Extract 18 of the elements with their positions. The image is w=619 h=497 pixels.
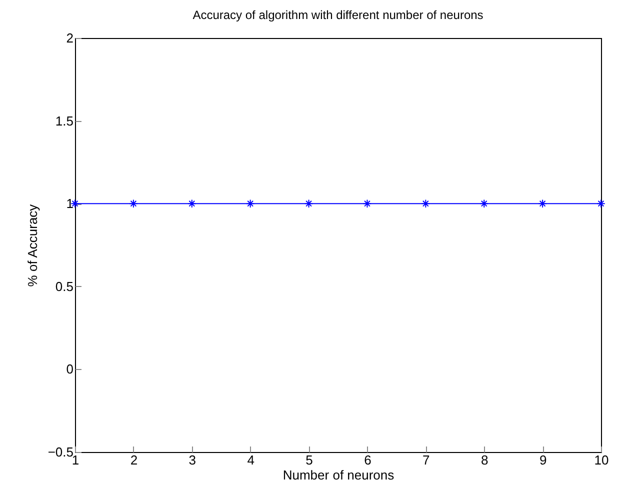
- y-axis-title: % of Accuracy: [24, 204, 40, 287]
- x-tick-label: 7: [422, 452, 430, 468]
- x-tick-label: 9: [539, 452, 547, 468]
- y-tick-label: −0.5: [48, 444, 74, 460]
- x-tick-label: 4: [247, 452, 254, 468]
- x-tick-label: 5: [306, 452, 313, 468]
- y-tick-label: 2: [66, 30, 74, 46]
- y-tick-label: 0.5: [55, 278, 74, 294]
- x-tick-label: 2: [130, 452, 138, 468]
- chart-title: Accuracy of algorithm with different number of neurons: [192, 8, 484, 22]
- y-tick-label: 0: [66, 362, 74, 377]
- x-axis-title: Number of neurons: [282, 468, 395, 482]
- x-tick-label: 10: [594, 452, 609, 468]
- x-tick-label: 3: [188, 452, 196, 468]
- y-tick-label: 1: [66, 196, 74, 212]
- x-tick-label: 8: [480, 452, 488, 468]
- x-tick-label: 6: [364, 452, 372, 468]
- y-tick-label: 1.5: [55, 113, 74, 128]
